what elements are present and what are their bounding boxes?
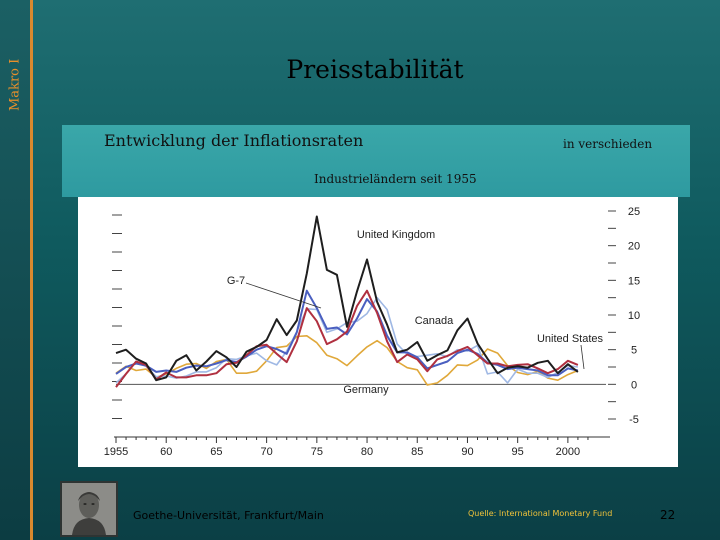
x-tick-label: 60 [160,446,172,458]
annotation-united-kingdom: United Kingdom [357,229,435,241]
y-tick-label: 25 [628,206,640,218]
inflation-chart-svg: 25 20 15 10 5 0 -5 1955 60 65 70 75 80 85 90 95 2000 Unit… [104,206,640,458]
subtitle-right: in verschieden [563,137,653,151]
footer-university: Goethe-Universität, Frankfurt/Main [133,509,324,522]
x-tick-label: 1955 [104,446,128,458]
x-tick-label: 70 [261,446,273,458]
series-line-g-7 [115,289,579,377]
sidebar-label: Makro I [7,58,23,112]
annotation-g7-pointer [245,282,322,309]
x-tick-label: 2000 [556,446,580,458]
subtitle-line2: Industrieländern seit 1955 [314,172,477,186]
subtitle-panel [62,125,690,197]
x-tick-label: 65 [210,446,222,458]
x-tick-label: 80 [361,446,373,458]
y-tick-label: -5 [629,414,639,426]
x-tick-label: 95 [512,446,524,458]
x-tick-label: 85 [411,446,423,458]
annotation-germany: Germany [343,384,389,396]
source-credit: Quelle: International Monetary Fund [468,509,613,518]
y-tick-label: 15 [628,275,640,287]
goethe-portrait-logo [60,481,118,537]
inflation-chart: 25 20 15 10 5 0 -5 1955 60 65 70 75 80 85 90 95 2000 Unit… [78,197,678,467]
y-tick-label: 10 [628,310,640,322]
sidebar: Makro I [0,0,33,540]
series-line-united-states [115,289,579,388]
y-tick-label: 20 [628,241,640,253]
series-line-united-kingdom [115,215,579,382]
y-tick-label: 0 [631,379,637,391]
subtitle-left: Entwicklung der Inflationsraten [104,131,364,150]
x-tick-label: 75 [311,446,323,458]
annotation-canada: Canada [415,315,454,327]
slide-title: Preisstabilität [286,55,464,84]
y-tick-label: 5 [631,345,637,357]
annotation-g7: G-7 [227,275,245,287]
annotation-united-states: United States [537,333,604,345]
page-number: 22 [660,508,676,522]
series-line-canada [115,296,579,384]
x-tick-label: 90 [461,446,473,458]
annotation-us-pointer [580,344,585,370]
portrait-icon [62,483,116,535]
